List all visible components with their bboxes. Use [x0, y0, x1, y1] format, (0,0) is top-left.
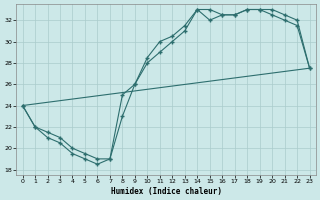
X-axis label: Humidex (Indice chaleur): Humidex (Indice chaleur) [111, 187, 221, 196]
